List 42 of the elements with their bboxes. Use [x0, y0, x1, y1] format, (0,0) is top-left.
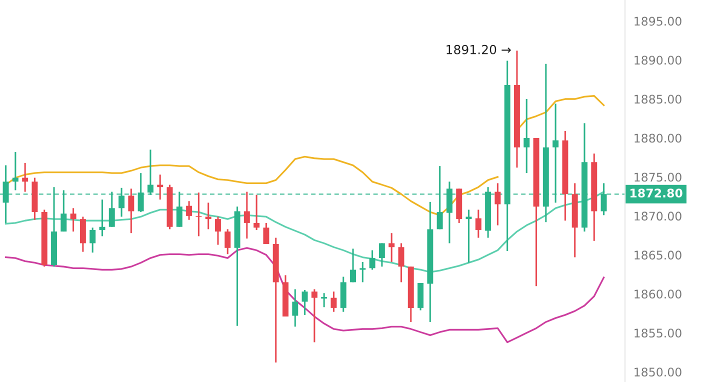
candlestick: [302, 289, 308, 316]
y-tick-label: 1865.00: [634, 250, 682, 260]
candlestick: [186, 200, 192, 221]
y-tick-label: 1890.00: [634, 56, 682, 65]
candlestick: [350, 248, 356, 283]
candlestick: [12, 151, 18, 191]
y-tick-label: 1895.00: [634, 16, 682, 26]
candlestick: [263, 222, 270, 245]
candlestick: [22, 162, 28, 193]
candlestick: [321, 292, 328, 308]
ref-line-label: 1872.80: [630, 188, 682, 198]
y-tick-label: 1855.00: [634, 328, 682, 338]
candlestick: [254, 194, 260, 231]
candlestick: [369, 249, 376, 271]
candlestick: [99, 198, 106, 237]
candlestick: [70, 207, 76, 232]
y-tick-label: 1870.00: [634, 212, 682, 221]
candlestick: [524, 98, 530, 174]
y-tick-label: 1885.00: [634, 94, 682, 104]
candlestick: [244, 191, 250, 240]
annotation: 1891.20 →: [446, 44, 511, 54]
candlestick: [466, 208, 472, 264]
candlestick: [90, 226, 96, 254]
y-tick-label: 1850.00: [634, 368, 682, 377]
candlestick: [378, 242, 385, 268]
candlestick: [128, 188, 134, 234]
candlestick: [214, 216, 221, 246]
y-tick-label: 1880.00: [634, 134, 682, 143]
candlestick: [360, 261, 366, 283]
candlestick: [398, 242, 404, 283]
candlestick: [330, 290, 337, 313]
candlestick: [292, 288, 298, 328]
candlestick: [388, 232, 395, 263]
y-tick-label: 1860.00: [634, 290, 682, 299]
candlestick: [311, 288, 318, 344]
candlestick: [475, 208, 482, 239]
line-series: [4, 190, 605, 273]
candlestick: [205, 202, 212, 230]
candlestick: [224, 228, 231, 255]
y-tick-label: 1875.00: [634, 172, 682, 182]
candlestick: [494, 182, 501, 226]
line-series: [4, 247, 605, 344]
